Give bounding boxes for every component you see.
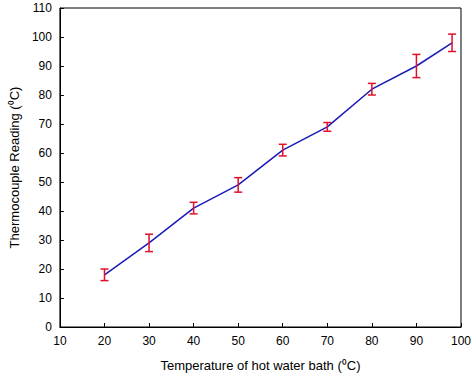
svg-text:110: 110 [33, 1, 52, 15]
svg-text:100: 100 [32, 30, 52, 44]
svg-text:20: 20 [39, 262, 53, 276]
svg-text:100: 100 [451, 334, 471, 348]
svg-text:10: 10 [39, 291, 53, 305]
svg-text:90: 90 [39, 59, 53, 73]
svg-text:50: 50 [39, 175, 53, 189]
svg-text:10: 10 [53, 334, 67, 348]
svg-text:80: 80 [39, 88, 53, 102]
svg-text:80: 80 [365, 334, 379, 348]
svg-text:Temperature of hot water bath: Temperature of hot water bath (⁰C) [160, 358, 360, 373]
svg-text:30: 30 [39, 233, 53, 247]
svg-text:70: 70 [321, 334, 335, 348]
svg-text:60: 60 [39, 146, 53, 160]
svg-text:70: 70 [39, 117, 53, 131]
svg-text:40: 40 [187, 334, 201, 348]
svg-text:60: 60 [276, 334, 290, 348]
svg-text:20: 20 [98, 334, 112, 348]
svg-text:0: 0 [45, 320, 52, 334]
svg-text:30: 30 [142, 334, 156, 348]
svg-text:50: 50 [231, 334, 245, 348]
svg-text:90: 90 [410, 334, 424, 348]
svg-text:40: 40 [39, 204, 53, 218]
svg-text:Thermocouple Reading (⁰C): Thermocouple Reading (⁰C) [7, 87, 22, 249]
